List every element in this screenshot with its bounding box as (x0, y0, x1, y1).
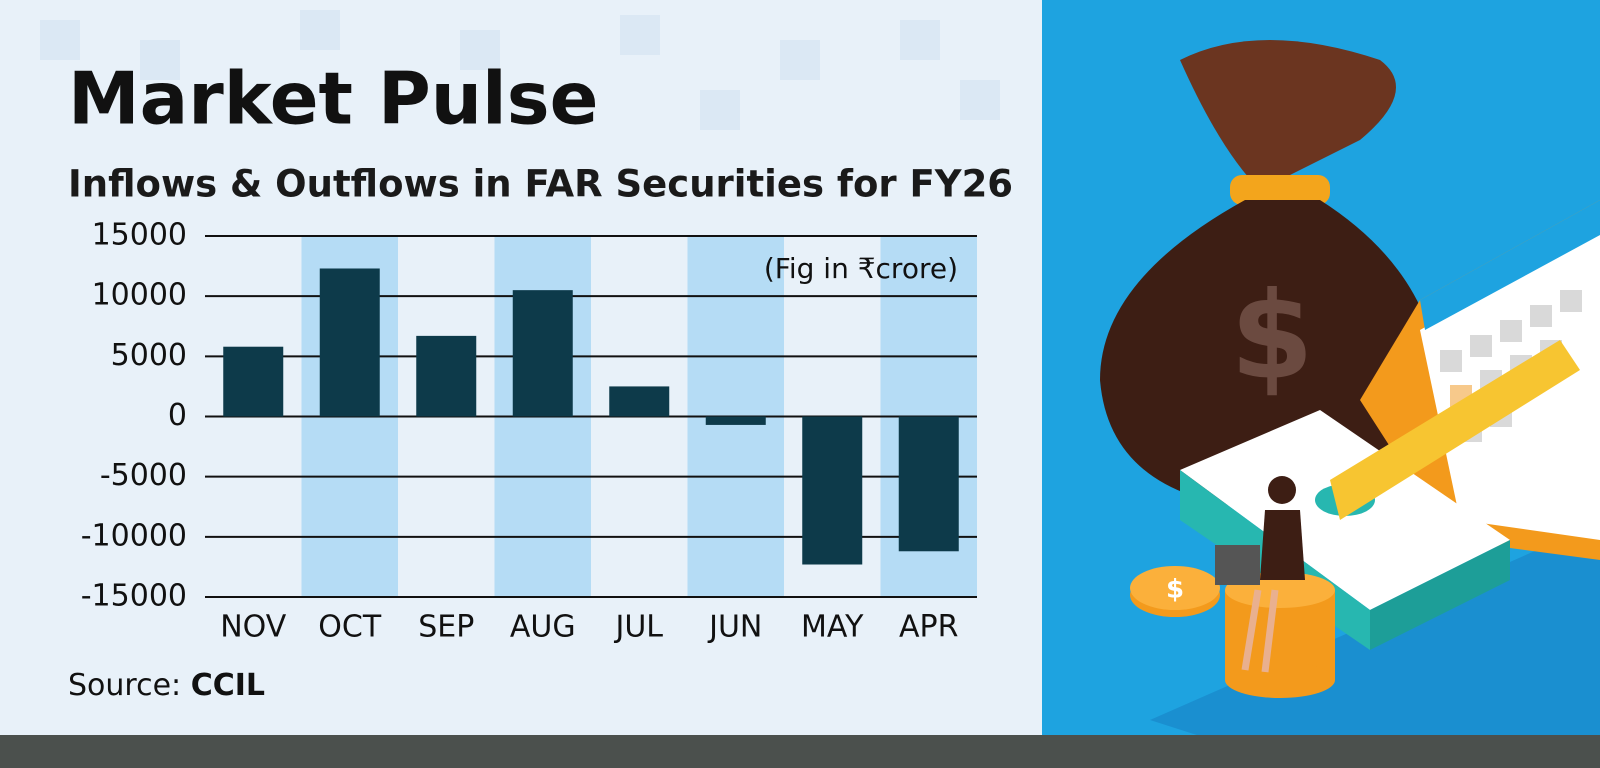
y-tick-label: 10000 (92, 278, 187, 313)
bar (802, 416, 863, 565)
bar (223, 346, 284, 417)
chart-subtitle: Inflows & Outflows in FAR Securities for… (68, 163, 1013, 206)
y-tick-label: -10000 (81, 518, 187, 553)
bar (512, 290, 573, 417)
source-name: CCIL (191, 668, 265, 703)
svg-text:$: $ (1166, 575, 1184, 605)
y-tick-label: -15000 (81, 579, 187, 614)
y-tick-label: -5000 (100, 458, 187, 493)
source-label-text: Source: (68, 668, 181, 703)
bar (609, 386, 670, 417)
annotation: (Fig in ₹crore) (764, 252, 958, 285)
chart-title: Market Pulse (68, 57, 598, 141)
x-tick-label: AUG (510, 610, 576, 645)
x-tick-label: SEP (418, 610, 474, 645)
bar (416, 335, 477, 417)
x-tick-label: JUN (707, 610, 762, 645)
x-tick-label: OCT (318, 610, 382, 645)
x-tick-label: MAY (801, 610, 864, 645)
background-pattern (40, 10, 1000, 130)
bar (705, 416, 766, 425)
footer-strip (0, 735, 1600, 768)
svg-text:$: $ (1230, 268, 1314, 407)
y-tick-label: 5000 (111, 338, 187, 373)
x-tick-label: NOV (220, 610, 287, 645)
plot-area: -15000 -10000 -5000 0 5000 10000 15000 NOV OCT SE… (81, 218, 977, 645)
source-label: Source: CCIL (68, 668, 265, 703)
bar (898, 416, 959, 552)
y-tick-label: 15000 (92, 218, 187, 253)
x-tick-label: APR (899, 610, 958, 645)
x-tick-label: JUL (613, 610, 663, 645)
y-tick-label: 0 (168, 398, 187, 433)
bar (319, 268, 380, 417)
illustration: $ $ (1100, 40, 1600, 768)
